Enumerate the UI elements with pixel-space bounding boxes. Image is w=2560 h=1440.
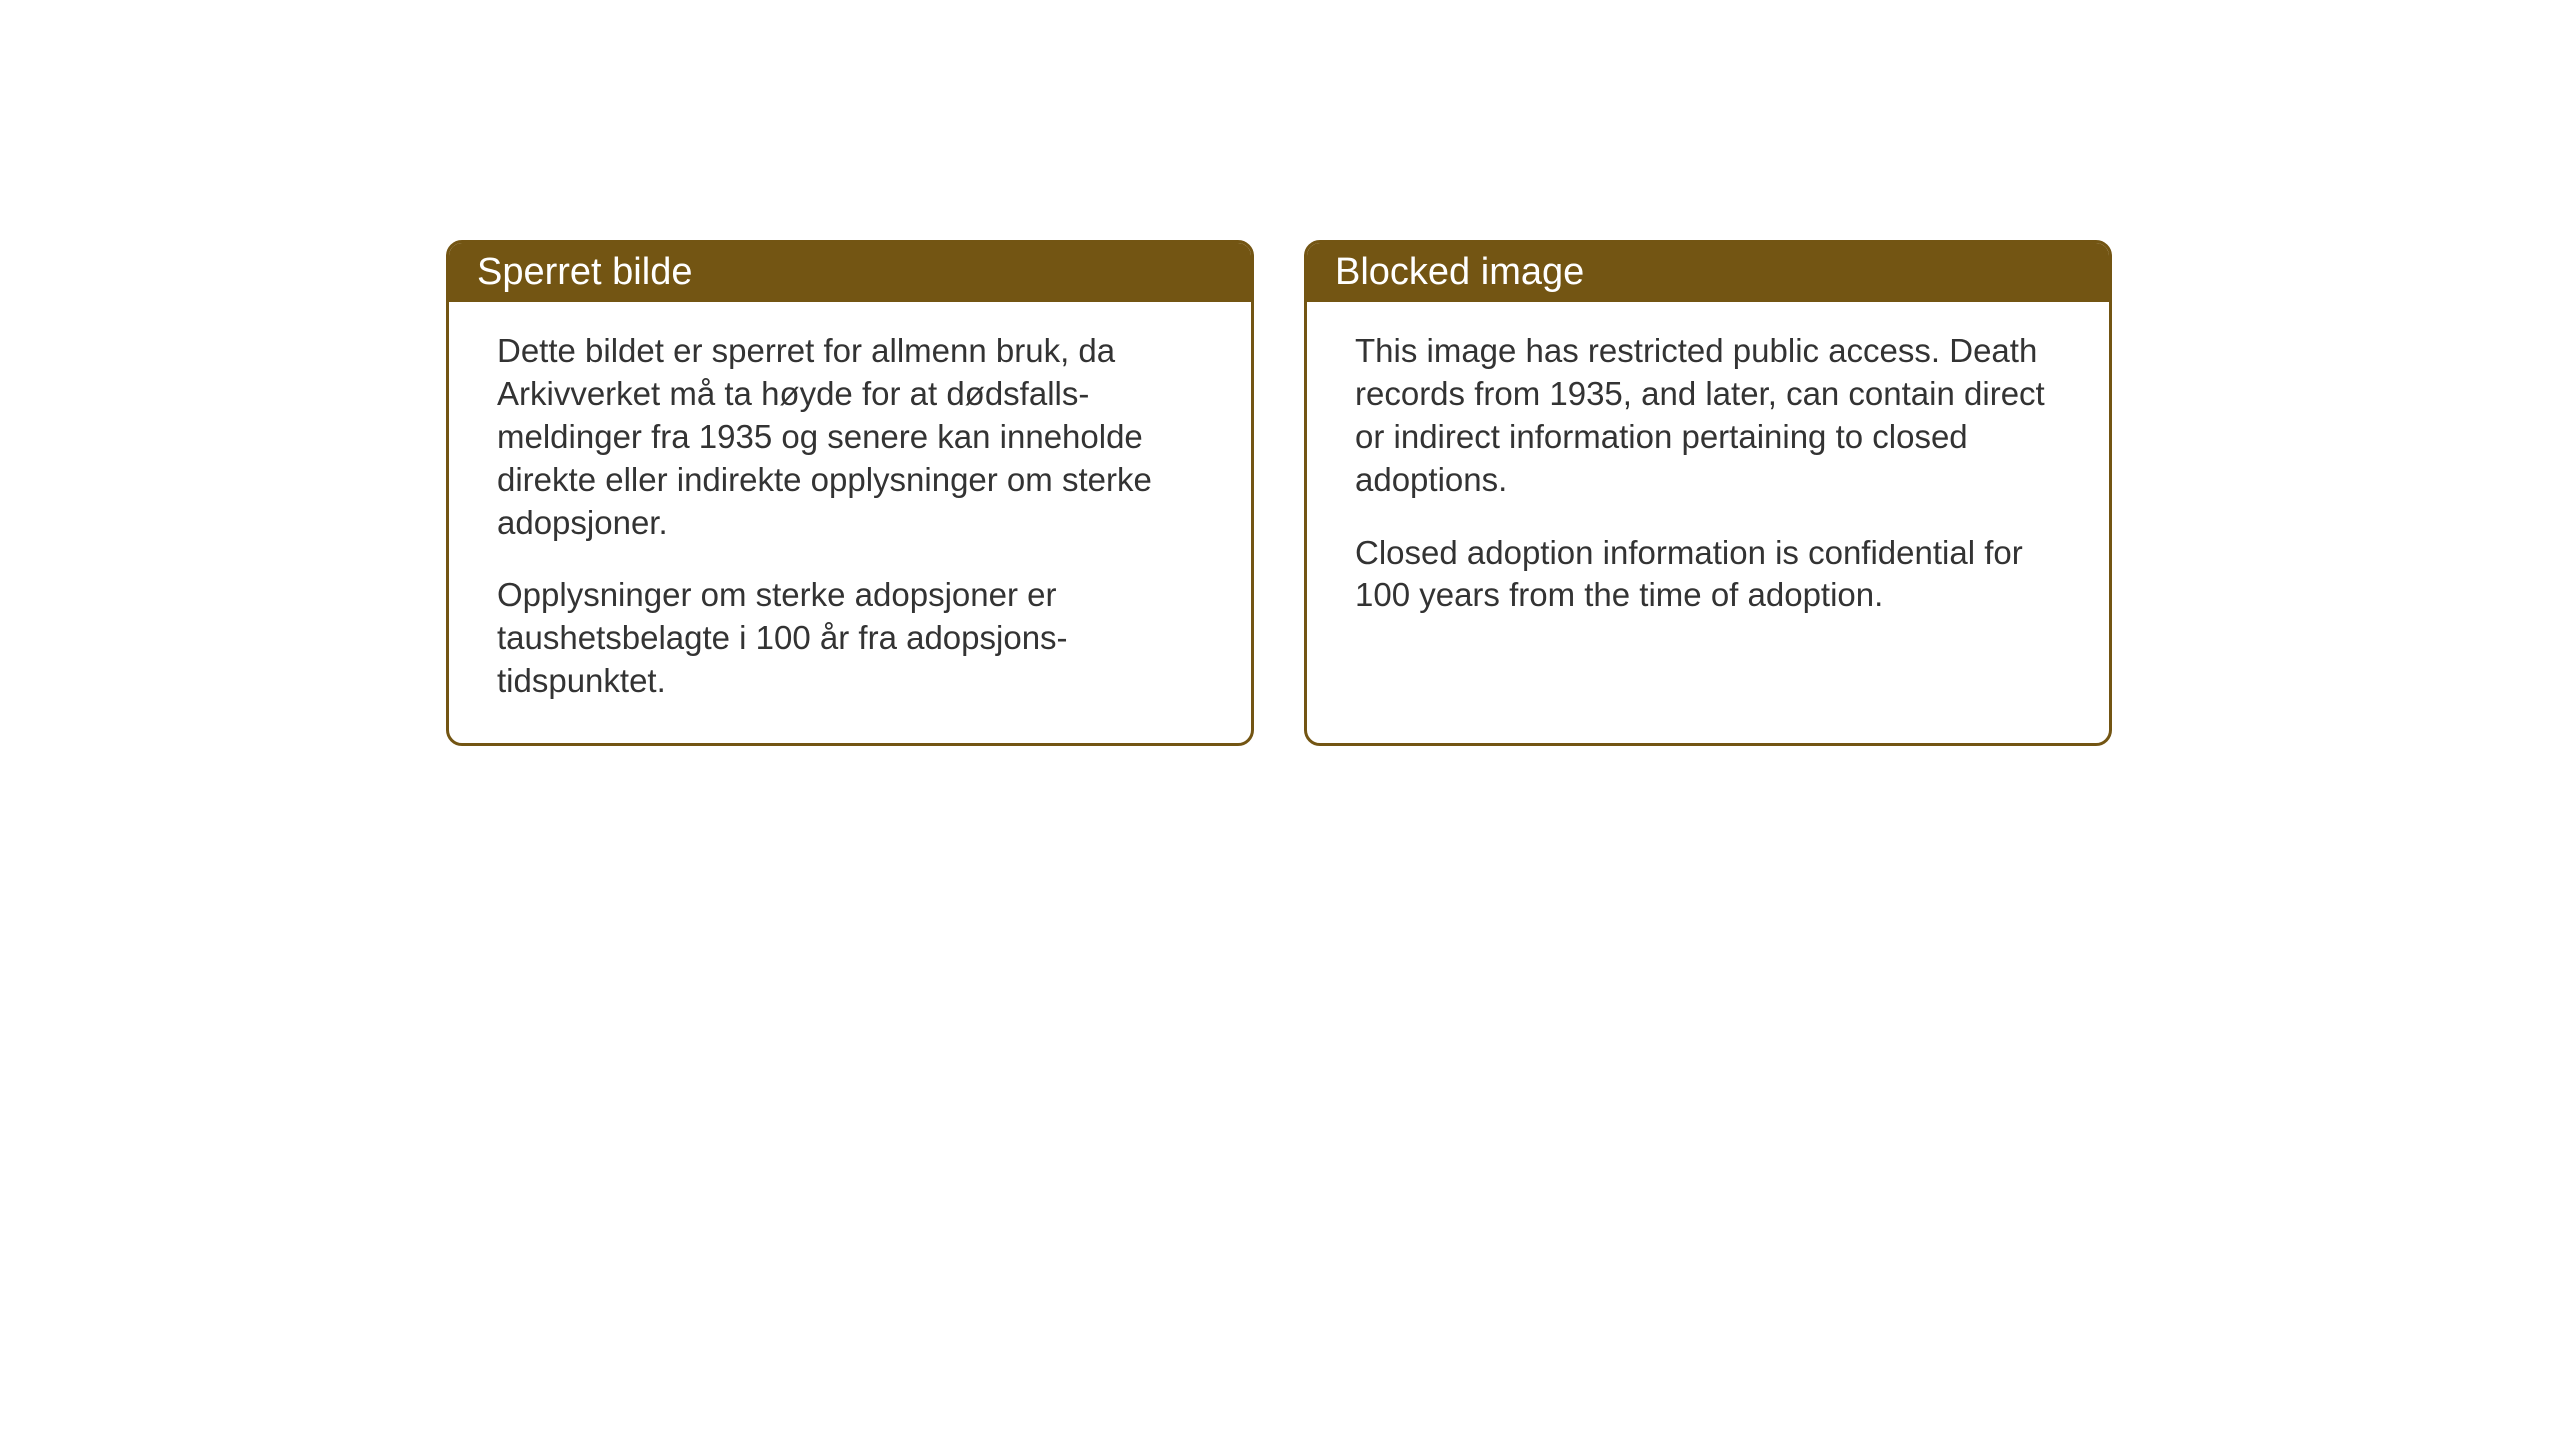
english-notice-paragraph-1: This image has restricted public access.… xyxy=(1355,330,2061,502)
english-notice-paragraph-2: Closed adoption information is confident… xyxy=(1355,532,2061,618)
norwegian-notice-box: Sperret bilde Dette bildet er sperret fo… xyxy=(446,240,1254,746)
english-notice-box: Blocked image This image has restricted … xyxy=(1304,240,2112,746)
english-notice-title: Blocked image xyxy=(1307,243,2109,302)
norwegian-notice-body: Dette bildet er sperret for allmenn bruk… xyxy=(449,302,1251,743)
english-notice-body: This image has restricted public access.… xyxy=(1307,302,2109,697)
norwegian-notice-title: Sperret bilde xyxy=(449,243,1251,302)
norwegian-notice-paragraph-1: Dette bildet er sperret for allmenn bruk… xyxy=(497,330,1203,544)
notice-container: Sperret bilde Dette bildet er sperret fo… xyxy=(446,240,2112,746)
norwegian-notice-paragraph-2: Opplysninger om sterke adopsjoner er tau… xyxy=(497,574,1203,703)
